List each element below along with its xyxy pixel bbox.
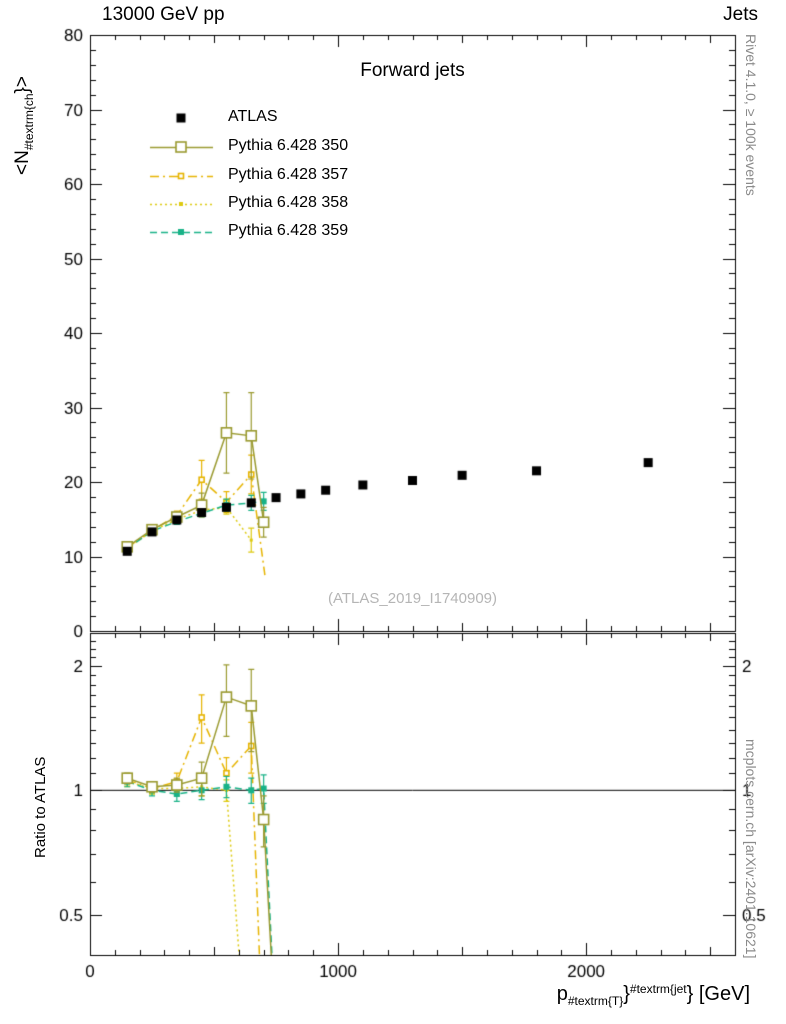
legend-label-pythia-357: Pythia 6.428 357 [228,166,349,183]
mcplots-arxiv-note: mcplots.cern.ch [arXiv:2401.10621] [743,738,759,958]
main-y-axis-title: <N#textrm{ch}> [12,76,36,175]
ylabel-post: }> [12,76,33,94]
rivet-version-note: Rivet 4.1.0, ≥ 100k events [743,34,759,196]
ylabel-pre: <N [12,150,33,175]
header-right-title: Jets [723,4,758,25]
plot-title: Forward jets [360,60,465,81]
analysis-watermark: (ATLAS_2019_I1740909) [327,590,497,607]
legend-label-pythia-358: Pythia 6.428 358 [228,194,349,211]
ylabel-sub: #textrm{ch [22,93,36,151]
legend-label-pythia-359: Pythia 6.428 359 [228,222,349,239]
xaxis-mid: } [623,983,630,1005]
xaxis-pre: p [556,983,568,1005]
xaxis-sup: #textrm{jet [629,982,687,996]
x-axis-title: p#textrm{T}}#textrm{jet} [GeV] [557,982,750,1008]
xaxis-post: } [GeV] [686,983,750,1005]
header-left-title: 13000 GeV pp [102,4,225,25]
legend-label-atlas: ATLAS [228,108,278,125]
ratio-y-axis-title: Ratio to ATLAS [32,756,49,858]
xaxis-sub: #textrm{T} [567,994,624,1008]
legend-label-pythia-350: Pythia 6.428 350 [228,137,349,154]
